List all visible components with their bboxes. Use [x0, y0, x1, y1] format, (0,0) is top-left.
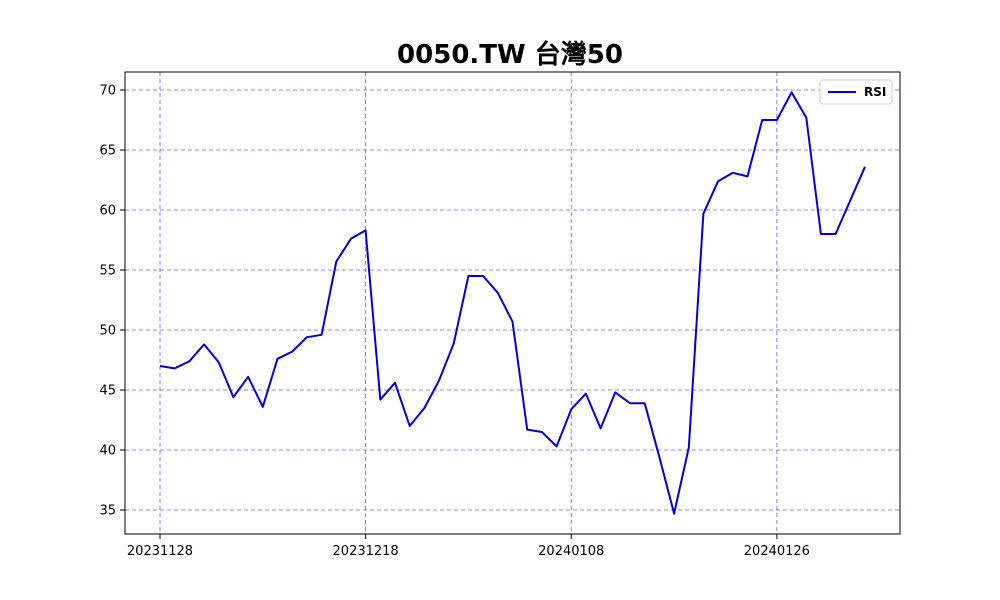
- data-point: [218, 361, 220, 363]
- data-point: [497, 292, 499, 294]
- chart-title: 0050.TW 台灣50: [397, 39, 623, 70]
- data-point: [247, 376, 249, 378]
- x-tick-label: 20231128: [127, 544, 193, 559]
- data-point: [306, 336, 308, 338]
- data-point: [482, 275, 484, 277]
- plot-frame: [124, 71, 901, 535]
- data-point: [277, 358, 279, 360]
- data-point: [732, 172, 734, 174]
- y-tick-label: 60: [99, 204, 116, 219]
- data-point: [820, 233, 822, 235]
- data-point: [717, 180, 719, 182]
- series-line-rsi: [159, 91, 866, 515]
- legend: RSI: [819, 79, 893, 105]
- x-axis: 20231128 20231218 20240108 20240126: [127, 534, 810, 559]
- y-tick-label: 65: [99, 144, 116, 159]
- data-point: [747, 175, 749, 177]
- data-point: [585, 393, 587, 395]
- data-point: [849, 199, 851, 201]
- data-point: [394, 382, 396, 384]
- data-point: [159, 365, 161, 367]
- data-point: [335, 261, 337, 263]
- data-point: [188, 360, 190, 362]
- data-point: [629, 402, 631, 404]
- data-point: [614, 391, 616, 393]
- y-tick-label: 45: [99, 384, 116, 399]
- x-tick-label: 20231218: [333, 544, 399, 559]
- data-point: [673, 513, 675, 515]
- data-point: [791, 91, 793, 93]
- series-layer: [159, 91, 866, 515]
- data-point: [423, 407, 425, 409]
- data-point: [409, 425, 411, 427]
- data-point: [702, 213, 704, 215]
- data-point: [541, 431, 543, 433]
- data-point: [203, 343, 205, 345]
- data-point: [526, 429, 528, 431]
- y-tick-label: 70: [99, 84, 116, 99]
- y-axis: 35 40 45 50 55 60 65 70: [99, 84, 125, 519]
- data-point: [438, 379, 440, 381]
- data-point: [262, 406, 264, 408]
- data-point: [761, 119, 763, 121]
- y-tick-label: 35: [99, 504, 116, 519]
- data-point: [467, 275, 469, 277]
- data-point: [570, 408, 572, 410]
- data-point: [512, 321, 514, 323]
- data-point: [291, 351, 293, 353]
- y-tick-label: 55: [99, 264, 116, 279]
- data-point: [174, 367, 176, 369]
- data-point: [350, 238, 352, 240]
- data-point: [321, 334, 323, 336]
- data-point: [864, 166, 866, 168]
- data-point: [365, 229, 367, 231]
- data-point: [453, 342, 455, 344]
- y-tick-label: 40: [99, 444, 116, 459]
- data-point: [379, 399, 381, 401]
- data-point: [688, 447, 690, 449]
- data-point: [835, 233, 837, 235]
- data-point: [600, 427, 602, 429]
- legend-label-rsi: RSI: [864, 85, 886, 99]
- data-point: [805, 117, 807, 119]
- data-point: [776, 119, 778, 121]
- x-tick-label: 20240126: [744, 544, 810, 559]
- y-tick-label: 50: [99, 324, 116, 339]
- data-point: [556, 445, 558, 447]
- data-point: [644, 402, 646, 404]
- data-point: [658, 456, 660, 458]
- x-tick-label: 20240108: [538, 544, 604, 559]
- data-point: [232, 396, 234, 398]
